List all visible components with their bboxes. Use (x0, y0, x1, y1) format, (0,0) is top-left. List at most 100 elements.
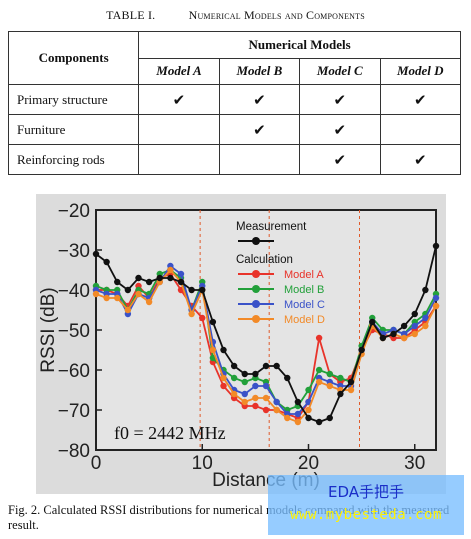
measurement-point (432, 242, 440, 250)
check-cell: ✔ (299, 84, 381, 115)
measurement-series (92, 242, 440, 426)
model-b-point (326, 370, 333, 378)
model-d-point (145, 298, 153, 306)
measurement-point (124, 286, 132, 294)
model-d-point (135, 290, 142, 298)
measurement-point (294, 398, 302, 406)
check-cell: ✔ (218, 114, 301, 145)
model-d-point (241, 398, 248, 406)
measurement-point (326, 414, 333, 422)
watermark-title: EDA手把手 (327, 483, 405, 501)
measurement-point (262, 362, 270, 370)
model-d-point (230, 390, 238, 398)
model-d-point (114, 294, 121, 302)
model-d-point (252, 394, 259, 402)
model-d-point (92, 290, 100, 298)
model-d-point (284, 414, 291, 422)
y-tick-label: −60 (58, 361, 90, 382)
check-cell (138, 114, 220, 145)
legend-measurement-marker (252, 237, 260, 245)
x-tick-label: 20 (298, 453, 319, 474)
model-d-point (411, 330, 418, 338)
measurement-point (230, 362, 238, 370)
check-icon: ✔ (253, 120, 266, 139)
component-name: Primary structure (7, 84, 140, 115)
component-name: Furniture (7, 114, 140, 145)
components-header: Components (7, 31, 140, 85)
x-tick-label: 30 (404, 453, 425, 474)
table-caption-number: TABLE I. (106, 8, 156, 22)
model-b-point (315, 366, 323, 374)
y-tick-label: −80 (58, 441, 90, 462)
check-icon: ✔ (333, 90, 347, 109)
legend-model-d-marker (252, 315, 260, 323)
legend-calculation-header: Calculation (236, 254, 293, 266)
check-cell (218, 144, 301, 175)
check-cell: ✔ (379, 144, 462, 175)
legend-model-b-marker (252, 285, 260, 293)
y-tick-label: −30 (58, 241, 90, 262)
model-b-point (230, 374, 238, 382)
model-d-point (167, 266, 174, 274)
model-c-point (432, 294, 440, 302)
measurement-point (114, 278, 121, 286)
measurement-point (92, 250, 100, 258)
legend-model-d-label: Model D (284, 314, 325, 326)
model-c-point (294, 410, 302, 418)
table-row: Furniture ✔ ✔ (7, 114, 462, 145)
model-a-point (262, 406, 270, 414)
measurement-point (379, 334, 387, 342)
check-cell (138, 144, 220, 175)
model-b-point (305, 386, 312, 394)
measurement-point (347, 378, 355, 386)
measurement-point (177, 278, 185, 286)
table-row: Reinforcing rods ✔ ✔ (7, 144, 462, 175)
model-d-point (315, 378, 323, 386)
measurement-point (400, 322, 408, 330)
check-icon: ✔ (413, 150, 427, 169)
y-tick-label: −50 (58, 321, 90, 342)
model-d-point (326, 382, 333, 390)
legend-measurement-header: Measurement (236, 221, 307, 233)
model-c-point (262, 382, 270, 390)
model-b-header: Model B (218, 57, 301, 85)
model-a-point (252, 402, 259, 410)
frequency-annotation: f0 = 2442 MHz (114, 423, 226, 443)
model-d-point (432, 302, 440, 310)
model-a-point (199, 314, 206, 322)
check-icon: ✔ (253, 90, 266, 109)
measurement-point (284, 374, 291, 382)
measurement-point (369, 318, 376, 326)
model-d-point (220, 374, 227, 382)
measurement-point (209, 318, 217, 326)
watermark-url: www.mybesteda.com (290, 507, 442, 523)
measurement-point (411, 310, 418, 318)
check-cell: ✔ (218, 84, 301, 115)
measurement-point (220, 346, 227, 354)
watermark-logo: EDA手把手 www.mybesteda.com (268, 475, 464, 535)
measurement-point (188, 286, 195, 294)
measurement-point (422, 286, 429, 294)
model-d-point (347, 386, 355, 394)
check-cell: ✔ (379, 84, 462, 115)
numerical-models-header: Numerical Models (138, 31, 461, 59)
legend-model-b-label: Model B (284, 284, 324, 296)
model-d-point (400, 334, 408, 342)
legend-model-a-label: Model A (284, 269, 324, 281)
check-icon: ✔ (333, 120, 347, 139)
model-d-point (294, 418, 302, 426)
model-d-point (305, 406, 312, 414)
x-tick-label: 0 (91, 453, 102, 474)
x-tick-label: 10 (192, 453, 213, 474)
model-d-point (103, 294, 110, 302)
model-d-point (273, 406, 280, 414)
measurement-point (252, 370, 259, 378)
legend-model-c-marker (252, 300, 260, 308)
model-d-point (209, 346, 217, 354)
model-d-point (188, 310, 195, 318)
measurement-point (390, 330, 397, 338)
legend-model-a-marker (252, 270, 260, 278)
measurement-point (167, 274, 174, 282)
table-row: Primary structure ✔ ✔ ✔ ✔ (7, 84, 462, 115)
